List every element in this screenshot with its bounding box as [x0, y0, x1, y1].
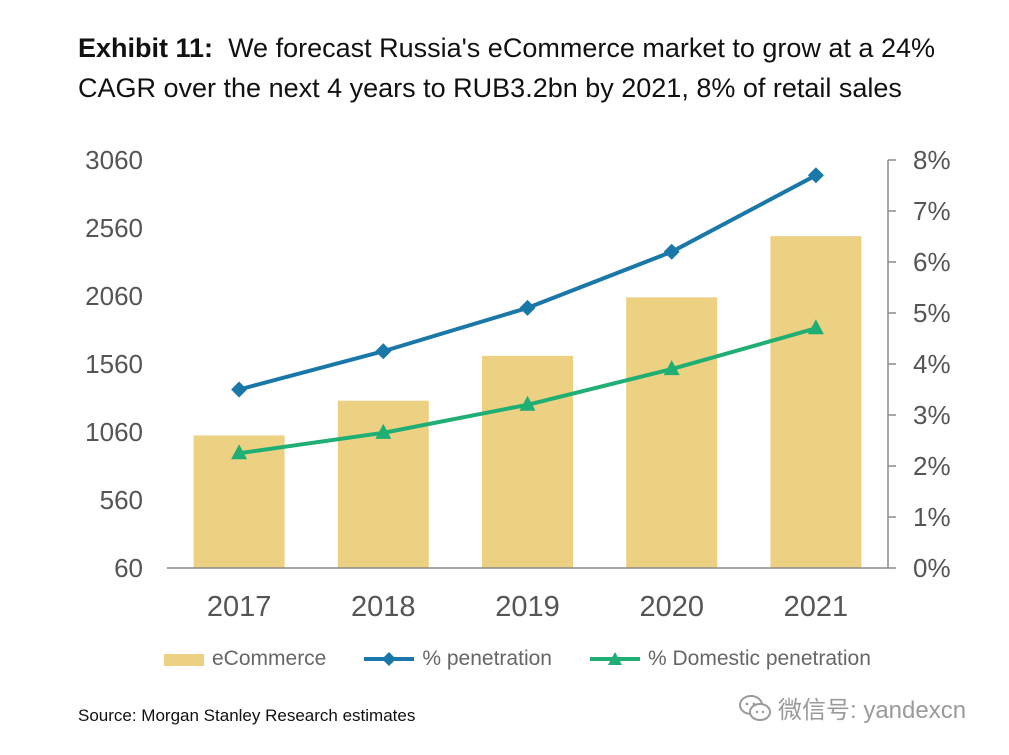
watermark-text: 微信号: yandexcn — [778, 697, 967, 724]
y2-tick-label: 6% — [913, 247, 951, 277]
bar-2019 — [482, 355, 573, 568]
exhibit-label: Exhibit 11: — [78, 33, 214, 63]
y-tick-label: 3060 — [85, 145, 143, 175]
y-tick-label: 1060 — [85, 417, 143, 447]
y2-tick-label: 1% — [913, 502, 951, 532]
domestic-point-2019 — [519, 395, 536, 411]
penetration-point-2020 — [663, 243, 680, 260]
x-tick-label: 2017 — [207, 591, 272, 623]
source-note: Source: Morgan Stanley Research estimate… — [78, 706, 416, 725]
legend-item-domestic: % Domestic penetration — [588, 647, 871, 671]
x-tick-label: 2020 — [639, 591, 704, 623]
y-tick-label: 560 — [100, 485, 143, 515]
y2-tick-label: 3% — [913, 400, 951, 430]
watermark: 微信号: yandexcn — [738, 690, 966, 725]
x-tick-label: 2021 — [784, 591, 849, 623]
legend-label-ecommerce: eCommerce — [212, 647, 327, 670]
y2-tick-label: 8% — [913, 145, 951, 175]
y2-tick-label: 4% — [913, 349, 951, 379]
legend-swatch-domestic — [589, 652, 640, 665]
penetration-point-2017 — [231, 381, 248, 398]
bar-2020 — [626, 297, 718, 568]
domestic-point-2017 — [231, 444, 248, 460]
wechat-icon — [739, 694, 771, 721]
chart-title: Exhibit 11: We forecast Russia's eCommer… — [78, 28, 998, 108]
bar-2021 — [770, 236, 862, 568]
y2-tick-label: 0% — [913, 553, 951, 583]
legend-label-domestic: % Domestic penetration — [647, 647, 871, 670]
x-tick-label: 2018 — [351, 591, 416, 623]
y-tick-label: 2060 — [85, 281, 143, 311]
penetration-point-2021 — [807, 167, 824, 184]
y-tick-label: 60 — [114, 553, 143, 583]
y2-tick-label: 7% — [913, 196, 951, 226]
exhibit-title-text: We forecast Russia's eCommerce market to… — [78, 33, 935, 103]
legend-item-penetration: % penetration — [362, 647, 552, 671]
legend-label-penetration: % penetration — [422, 647, 552, 670]
y-tick-label: 1560 — [85, 349, 143, 379]
y-tick-label: 2560 — [85, 213, 143, 243]
legend-swatch-penetration — [364, 652, 415, 666]
y2-tick-label: 5% — [913, 298, 951, 328]
penetration-point-2018 — [375, 343, 392, 360]
domestic-point-2020 — [663, 360, 680, 376]
chart-area: 3060 2560 2060 1560 1060 560 60 8% 7% 6% 5% 4% 3% 2% 1… — [85, 145, 951, 623]
legend-swatch-bar — [164, 654, 204, 666]
domestic-point-2021 — [807, 319, 824, 335]
legend: eCommerce % penetration % Domestic penet… — [162, 645, 907, 673]
penetration-point-2019 — [519, 299, 536, 316]
y2-tick-label: 2% — [913, 451, 951, 481]
x-tick-label: 2019 — [495, 591, 560, 623]
domestic-point-2018 — [375, 423, 392, 439]
legend-item-ecommerce: eCommerce — [162, 647, 326, 671]
